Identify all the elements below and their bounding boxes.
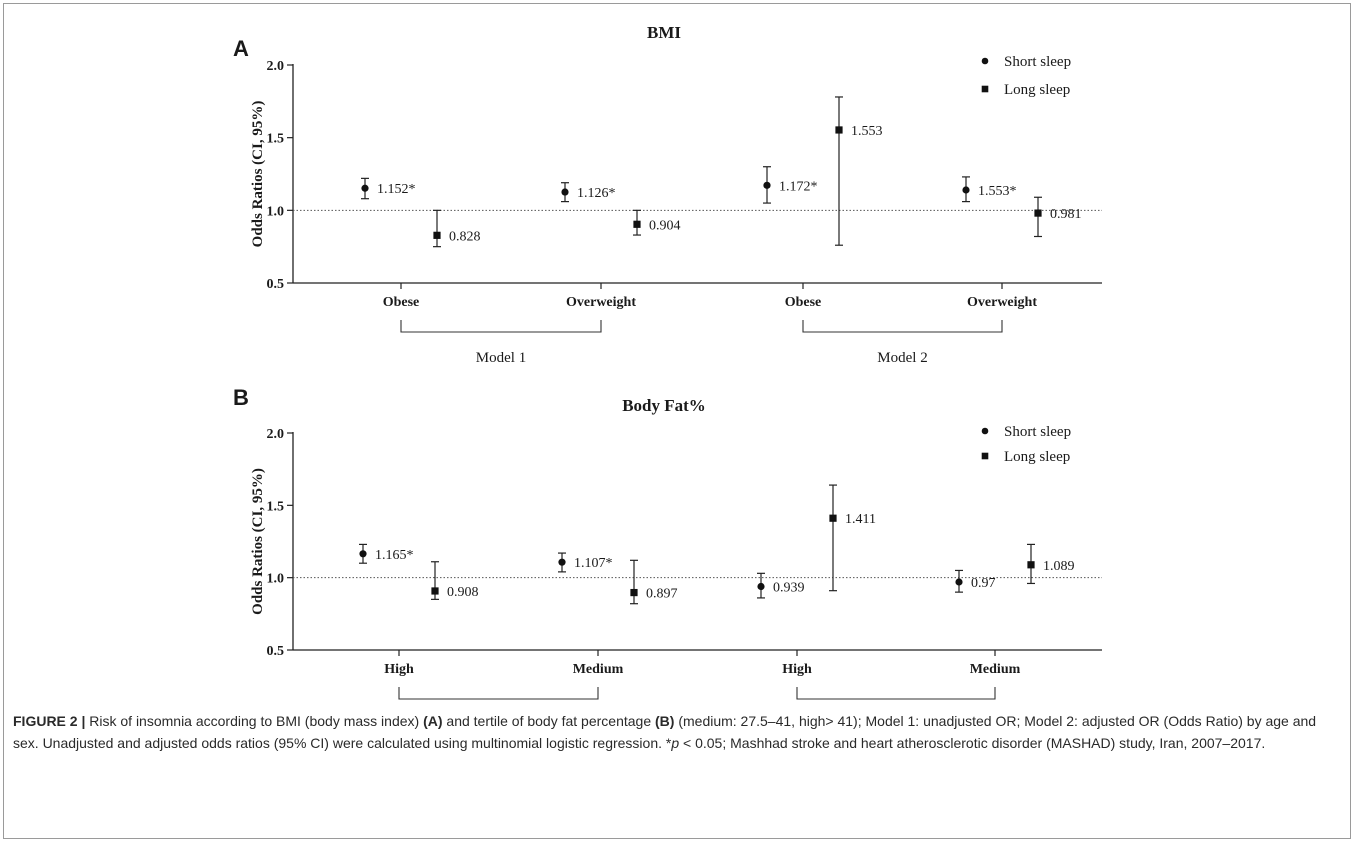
short-sleep-point (359, 550, 367, 558)
long-sleep-data-label: 0.897 (646, 587, 678, 602)
legend-circle-marker (981, 427, 989, 435)
group-bracket (796, 687, 996, 700)
panel-letter: A (233, 36, 249, 61)
caption-p-variable: p (671, 735, 680, 751)
long-sleep-data-label: 0.908 (447, 585, 479, 600)
chart-title: Body Fat% (622, 396, 706, 415)
long-sleep-data-label: 1.411 (845, 512, 876, 527)
caption-text-2: and tertile of body fat percentage (442, 713, 655, 729)
short-sleep-data-label: 1.172* (779, 179, 818, 194)
long-sleep-data-label: 0.904 (649, 218, 681, 233)
short-sleep-point (361, 184, 369, 192)
legend-label: Short sleep (1004, 54, 1071, 70)
group-label-model-2: Model 2 (877, 350, 927, 366)
short-sleep-data-label: 1.107* (574, 556, 613, 571)
legend-square-marker (981, 85, 989, 93)
y-axis-label: Odds Ratios (CI, 95%) (250, 468, 266, 615)
caption-ref-a: (A) (423, 713, 443, 729)
short-sleep-point (757, 582, 765, 591)
short-sleep-data-label: 0.97 (971, 576, 996, 591)
short-sleep-point (955, 578, 963, 586)
y-tick-label: 1.0 (267, 204, 285, 219)
y-tick-label: 1.5 (267, 499, 285, 514)
chart-panel-b: B Body Fat% 0.5 1.0 1.5 2.0 Odds Ratios (CI, 9… (233, 385, 1102, 700)
short-sleep-data-label: 1.126* (577, 186, 616, 201)
long-sleep-point (1034, 209, 1042, 217)
y-axis-label: Odds Ratios (CI, 95%) (250, 101, 266, 248)
legend-label: Short sleep (1004, 424, 1071, 440)
x-tick-label: Overweight (566, 295, 636, 310)
short-sleep-point (962, 186, 970, 194)
group-label-model-1: Model 1 (476, 350, 526, 366)
panel-letter: B (233, 385, 249, 410)
figure-caption: FIGURE 2 | Risk of insomnia according to… (13, 710, 1333, 754)
group-bracket (802, 320, 1003, 333)
group-bracket (400, 320, 602, 333)
x-tick-label: Obese (383, 295, 420, 310)
legend-long-sleep: Long sleep (981, 449, 1070, 465)
caption-text-4: < 0.05; Mashhad stroke and heart atheros… (679, 735, 1266, 751)
y-tick-label: 0.5 (267, 644, 285, 659)
caption-text-1: Risk of insomnia according to BMI (body … (85, 713, 424, 729)
caption-text-3: (medium: 27.5–41, high> 41); Model 1: un… (13, 713, 1317, 751)
y-tick-label: 1.5 (267, 132, 285, 147)
y-tick-label: 2.0 (267, 427, 285, 442)
x-tick-label: Obese (785, 295, 822, 310)
x-tick-label: Overweight (967, 295, 1037, 310)
short-sleep-point (763, 181, 771, 189)
long-sleep-point (633, 220, 641, 228)
legend-square-marker (981, 452, 989, 460)
long-sleep-data-label: 0.828 (449, 229, 481, 244)
x-tick-label: Medium (970, 662, 1021, 677)
caption-ref-b: (B) (655, 713, 675, 729)
figure-charts: A BMI 0.5 1.0 1.5 2.0 Odds Ratios (CI, 95%) Obe… (233, 23, 1102, 700)
legend-label: Long sleep (1004, 82, 1070, 98)
short-sleep-data-label: 1.152* (377, 182, 416, 197)
short-sleep-point (561, 188, 569, 196)
long-sleep-point (433, 231, 441, 239)
caption-figure-label: FIGURE 2 | (13, 713, 86, 729)
x-tick-label: Medium (573, 662, 624, 677)
long-sleep-data-label: 0.981 (1050, 207, 1082, 222)
short-sleep-point (558, 558, 566, 566)
legend-long-sleep: Long sleep (981, 82, 1070, 98)
chart-title: BMI (647, 23, 681, 42)
long-sleep-point (835, 126, 843, 134)
y-tick-label: 2.0 (267, 59, 285, 74)
legend-label: Long sleep (1004, 449, 1070, 465)
x-tick-label: High (782, 662, 812, 677)
long-sleep-point (1027, 561, 1035, 569)
y-tick-label: 0.5 (267, 277, 285, 292)
short-sleep-data-label: 1.165* (375, 548, 414, 563)
long-sleep-data-label: 1.089 (1043, 559, 1075, 574)
chart-panel-a: A BMI 0.5 1.0 1.5 2.0 Odds Ratios (CI, 95%) Obe… (233, 23, 1102, 366)
x-tick-label: High (384, 662, 414, 677)
long-sleep-point (431, 587, 439, 595)
short-sleep-data-label: 1.553* (978, 184, 1017, 199)
group-bracket (398, 687, 599, 700)
legend-circle-marker (981, 57, 989, 65)
short-sleep-data-label: 0.939 (773, 580, 805, 595)
figure-frame (3, 3, 1351, 839)
long-sleep-data-label: 1.553 (851, 124, 883, 139)
legend-short-sleep: Short sleep (981, 424, 1071, 440)
legend-short-sleep: Short sleep (981, 54, 1071, 70)
y-tick-label: 1.0 (267, 572, 285, 587)
long-sleep-point (829, 514, 837, 522)
long-sleep-point (630, 588, 638, 597)
